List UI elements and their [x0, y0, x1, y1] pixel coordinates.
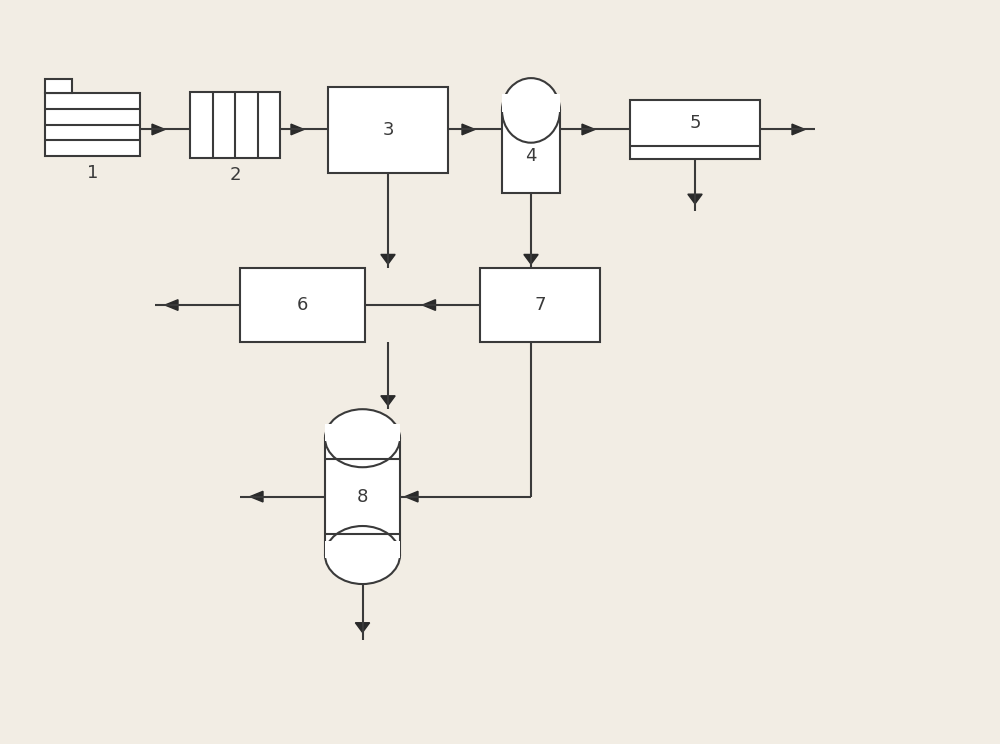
- Bar: [325, 424, 400, 441]
- Polygon shape: [792, 124, 805, 135]
- Bar: [45, 79, 72, 93]
- Polygon shape: [250, 491, 263, 502]
- Text: 4: 4: [525, 147, 537, 165]
- Text: 7: 7: [534, 296, 546, 314]
- Polygon shape: [462, 124, 475, 135]
- Text: 6: 6: [297, 296, 308, 314]
- Polygon shape: [524, 254, 538, 264]
- Polygon shape: [355, 623, 370, 632]
- Ellipse shape: [502, 78, 560, 143]
- Polygon shape: [405, 491, 418, 502]
- Text: 3: 3: [382, 121, 394, 139]
- Polygon shape: [165, 300, 178, 310]
- Text: 8: 8: [357, 487, 368, 506]
- Bar: [328, 87, 448, 173]
- Bar: [502, 94, 560, 112]
- Polygon shape: [582, 124, 595, 135]
- Polygon shape: [152, 124, 165, 135]
- Bar: [45, 93, 140, 156]
- Bar: [325, 438, 400, 555]
- Text: 2: 2: [229, 166, 241, 184]
- Bar: [630, 100, 760, 159]
- Ellipse shape: [325, 526, 400, 584]
- Polygon shape: [688, 194, 702, 204]
- Polygon shape: [291, 124, 304, 135]
- Text: 5: 5: [689, 114, 701, 132]
- Bar: [190, 92, 280, 158]
- Bar: [325, 540, 400, 558]
- Polygon shape: [422, 300, 436, 310]
- Bar: [502, 110, 560, 193]
- Bar: [480, 268, 600, 342]
- Polygon shape: [381, 254, 395, 264]
- Bar: [240, 268, 365, 342]
- Ellipse shape: [325, 409, 400, 467]
- Polygon shape: [381, 396, 395, 405]
- Text: 1: 1: [87, 164, 98, 182]
